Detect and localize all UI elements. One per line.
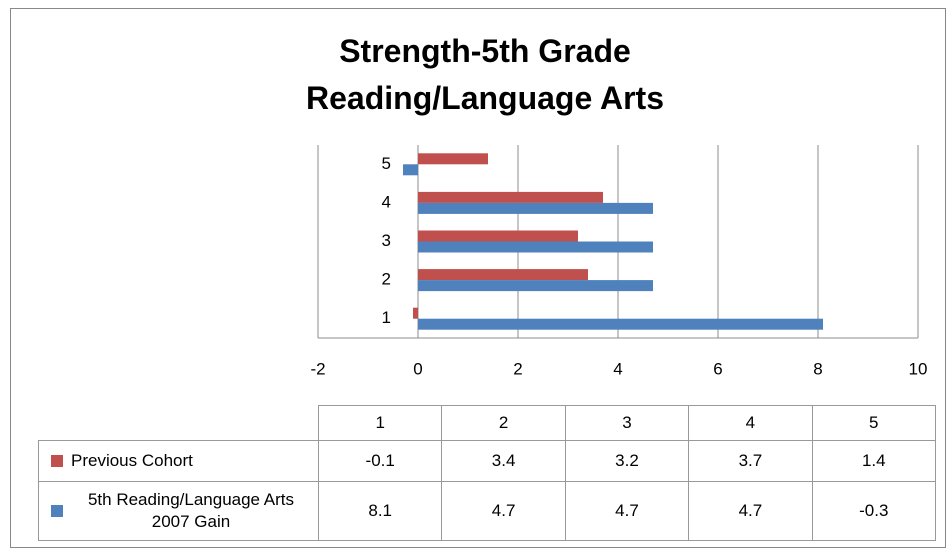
legend-label: 5th Reading/Language Arts 2007 Gain bbox=[87, 490, 295, 531]
bar bbox=[418, 241, 653, 253]
bar bbox=[403, 164, 418, 176]
legend-cell: 5th Reading/Language Arts 2007 Gain bbox=[38, 481, 319, 541]
table-header: 5 bbox=[811, 405, 936, 441]
x-tick-label: -2 bbox=[310, 359, 325, 378]
y-tick-label: 2 bbox=[382, 270, 391, 289]
x-tick-label: 4 bbox=[613, 359, 622, 378]
table-value: 3.4 bbox=[441, 440, 566, 482]
y-tick-label: 4 bbox=[382, 192, 391, 211]
table-header: 4 bbox=[688, 405, 813, 441]
table-value: 4.7 bbox=[441, 481, 566, 541]
y-tick-label: 3 bbox=[382, 231, 391, 250]
bar bbox=[418, 191, 603, 203]
bar bbox=[413, 307, 418, 319]
table-value: -0.1 bbox=[318, 440, 443, 482]
table-value: 3.2 bbox=[564, 440, 690, 482]
y-tick-label: 1 bbox=[382, 308, 391, 327]
table-header: 3 bbox=[564, 405, 690, 441]
legend-label: Previous Cohort bbox=[71, 451, 193, 470]
table-header: 2 bbox=[441, 405, 566, 441]
x-tick-label: 10 bbox=[909, 359, 928, 378]
x-tick-label: 6 bbox=[713, 359, 722, 378]
bar bbox=[418, 230, 578, 242]
table-value: 3.7 bbox=[688, 440, 813, 482]
table-header: 1 bbox=[318, 405, 443, 441]
table-value: 4.7 bbox=[688, 481, 813, 541]
bar bbox=[418, 269, 588, 281]
bar bbox=[418, 202, 653, 214]
legend-cell: Previous Cohort bbox=[38, 440, 319, 482]
table-value: 8.1 bbox=[318, 481, 443, 541]
legend-key bbox=[51, 455, 63, 467]
legend-key bbox=[51, 505, 63, 517]
y-tick-label: 5 bbox=[382, 154, 391, 173]
x-tick-label: 2 bbox=[513, 359, 522, 378]
bar bbox=[418, 318, 823, 330]
table-value: -0.3 bbox=[811, 481, 936, 541]
table-value: 1.4 bbox=[811, 440, 936, 482]
x-tick-label: 0 bbox=[413, 359, 422, 378]
bar bbox=[418, 153, 488, 165]
table-value: 4.7 bbox=[564, 481, 690, 541]
bar bbox=[418, 280, 653, 292]
chart-title: Strength-5th Grade Reading/Language Arts bbox=[306, 33, 664, 116]
x-tick-label: 8 bbox=[813, 359, 822, 378]
